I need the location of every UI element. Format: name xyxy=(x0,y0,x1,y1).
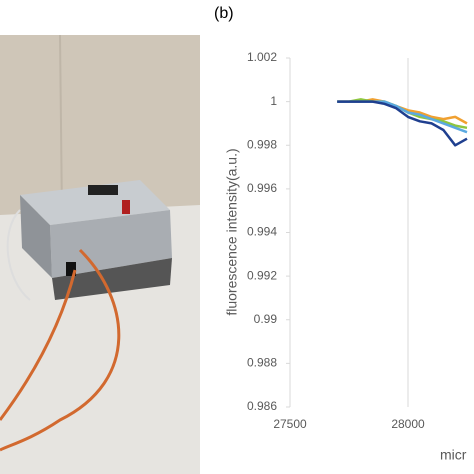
y-axis-label: fluorescence intensity(a.u.) xyxy=(224,148,240,315)
x-tick-label: 28000 xyxy=(391,417,425,431)
y-tick-label: 0.99 xyxy=(254,312,278,326)
y-tick-label: 0.996 xyxy=(247,181,277,195)
x-axis-label: micr xyxy=(440,447,467,463)
y-tick-label: 1.002 xyxy=(247,50,277,64)
series-line xyxy=(337,100,468,147)
y-tick-label: 0.986 xyxy=(247,399,277,413)
series-line xyxy=(337,100,468,134)
x-tick-label: 27500 xyxy=(273,417,307,431)
y-tick-label: 0.998 xyxy=(247,137,277,151)
y-tick-label: 1 xyxy=(270,94,277,108)
y-tick-label: 0.988 xyxy=(247,356,277,370)
photo xyxy=(0,34,200,474)
y-tick-label: 0.992 xyxy=(247,268,277,282)
y-tick-label: 0.994 xyxy=(247,225,277,239)
panel-label: (b) xyxy=(214,5,234,22)
plot-area: 0.986 0.988 0.99 0.992 0.994 0.996 0.998 1 1.002… xyxy=(247,50,468,431)
